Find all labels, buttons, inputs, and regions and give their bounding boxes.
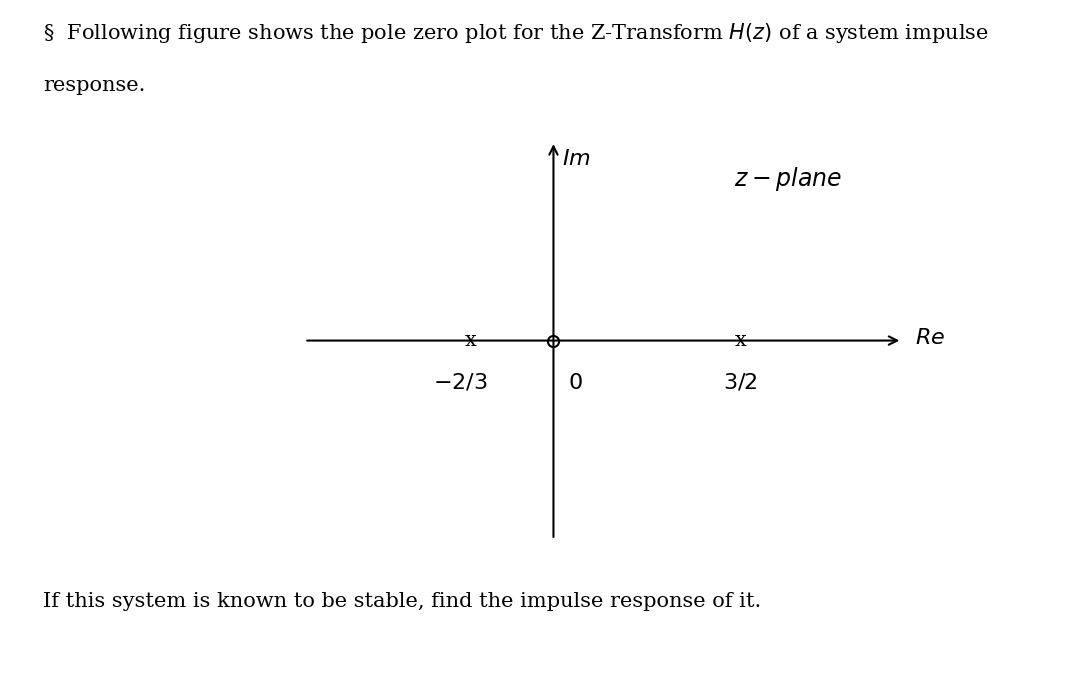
Text: $Re$: $Re$ (914, 327, 945, 349)
Text: §  Following figure shows the pole zero plot for the Z-Transform $H(z)$ of a sys: § Following figure shows the pole zero p… (43, 21, 989, 45)
Text: response.: response. (43, 76, 146, 95)
Text: $Im$: $Im$ (562, 147, 591, 169)
Text: $0$: $0$ (569, 372, 583, 394)
Text: $3/2$: $3/2$ (723, 372, 758, 394)
Text: x: x (464, 331, 476, 350)
Text: $z - plane$: $z - plane$ (734, 164, 842, 193)
Text: If this system is known to be stable, find the impulse response of it.: If this system is known to be stable, fi… (43, 592, 762, 611)
Text: x: x (735, 331, 746, 350)
Text: $-2/3$: $-2/3$ (433, 372, 488, 394)
